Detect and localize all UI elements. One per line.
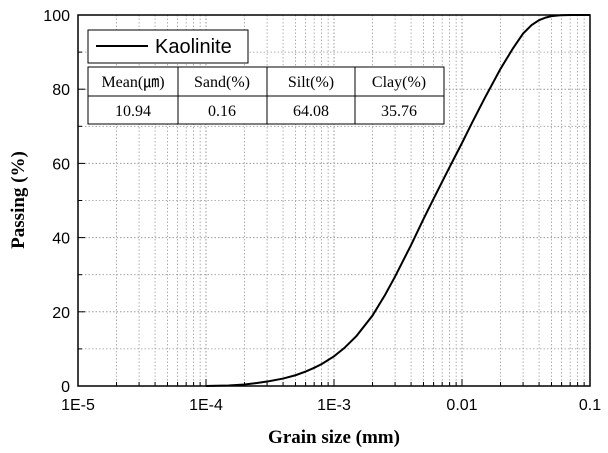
table-value-clay: 35.76 xyxy=(381,103,417,120)
y-tick-label: 0 xyxy=(61,379,70,396)
legend-label: Kaolinite xyxy=(155,36,232,58)
table-header-clay: Clay(%) xyxy=(372,74,426,91)
x-tick-label: 1E-3 xyxy=(317,397,351,414)
y-tick-label: 40 xyxy=(52,231,70,248)
table-value-silt: 64.08 xyxy=(293,103,329,120)
x-tick-label: 0.1 xyxy=(579,397,601,414)
x-tick-label: 1E-4 xyxy=(189,397,223,414)
table-header-sand: Sand(%) xyxy=(194,74,250,91)
legend: Kaolinite xyxy=(87,29,249,64)
y-tick-label: 100 xyxy=(43,8,70,25)
y-axis-title: Passing (%) xyxy=(8,151,29,249)
y-tick-label: 80 xyxy=(52,82,70,99)
y-tick-label: 20 xyxy=(52,305,70,322)
table-value-mean: 10.94 xyxy=(115,103,151,120)
table-header-silt: Silt(%) xyxy=(288,74,334,91)
summary-table: Mean(㎛) Sand(%) Silt(%) Clay(%) 10.94 0.… xyxy=(87,66,445,125)
x-tick-label: 0.01 xyxy=(446,397,477,414)
axis-ticks: 1E-5 1E-4 1E-3 0.01 0.1 0 20 40 60 80 100 xyxy=(43,8,601,414)
table-value-sand: 0.16 xyxy=(208,103,236,120)
series-line-kaolinite xyxy=(205,14,590,387)
table-header-mean: Mean(㎛) xyxy=(101,74,164,91)
x-axis-title: Grain size (mm) xyxy=(268,427,400,448)
y-tick-label: 60 xyxy=(52,156,70,173)
x-tick-label: 1E-5 xyxy=(61,397,95,414)
